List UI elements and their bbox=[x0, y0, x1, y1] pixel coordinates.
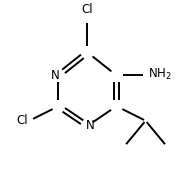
Text: Cl: Cl bbox=[82, 3, 93, 17]
Text: N: N bbox=[86, 119, 95, 132]
Text: Cl: Cl bbox=[16, 114, 28, 127]
Text: N: N bbox=[51, 69, 60, 82]
Text: NH$_2$: NH$_2$ bbox=[148, 67, 172, 82]
